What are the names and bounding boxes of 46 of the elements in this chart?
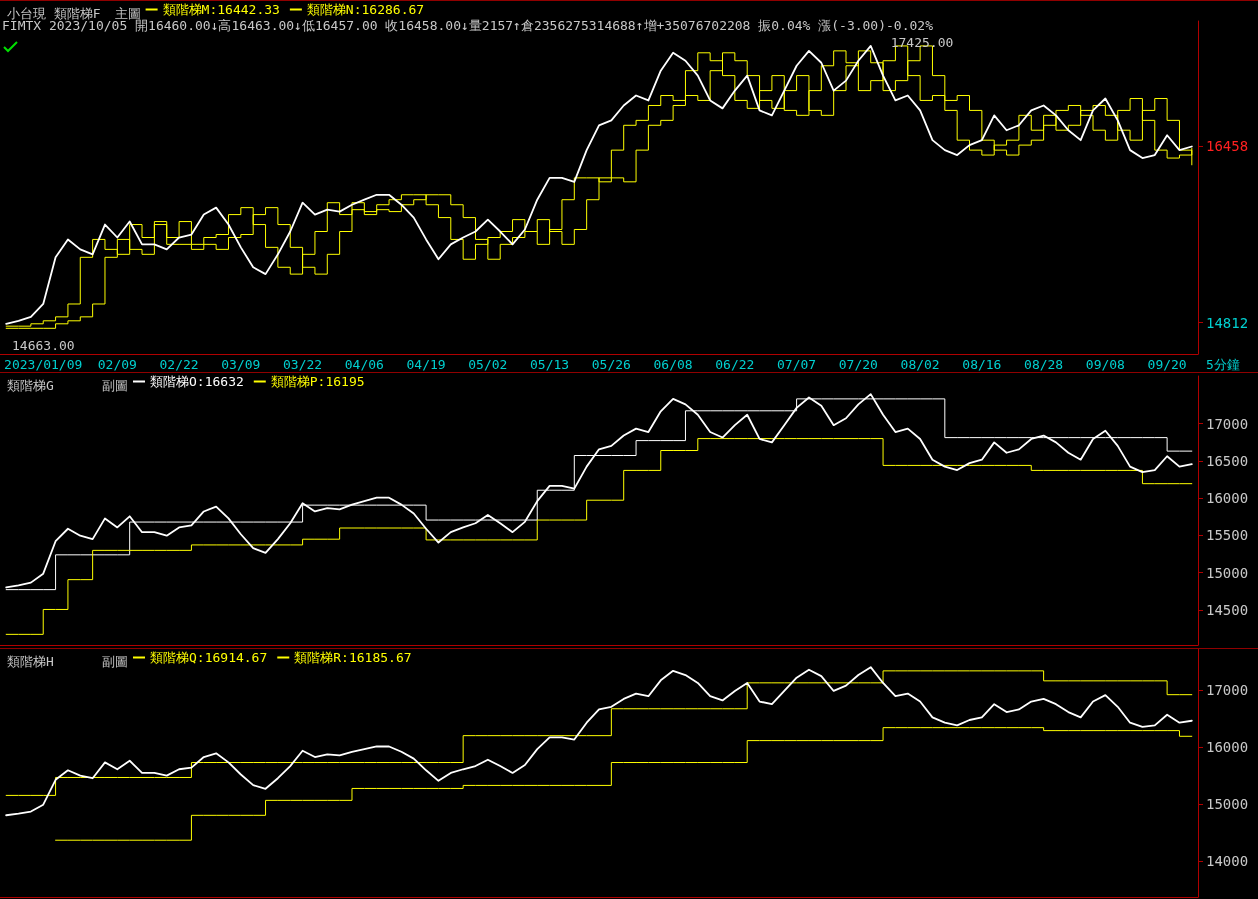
legend-label: 類階梯M:16442.33: [162, 2, 280, 17]
annotation: 17425.00: [890, 35, 954, 51]
legend-label: 類階梯Q:16914.67: [150, 650, 268, 665]
chart-subtitle: 副圖: [102, 654, 128, 669]
legend-label: 類階梯N:16286.67: [306, 2, 425, 17]
y-tick-label: 14812: [1206, 314, 1249, 331]
x-tick-label: 02/09: [97, 357, 137, 372]
x-tick-label: 04/06: [344, 357, 384, 372]
y-tick-label: 17000: [1206, 681, 1249, 698]
y-tick-label: 15000: [1206, 564, 1249, 581]
x-tick-label: 07/07: [777, 357, 817, 372]
x-tick-label: 09/08: [1085, 357, 1125, 372]
y-tick-label: 17000: [1206, 415, 1249, 432]
x-tick-label: 05/26: [591, 357, 631, 372]
y-tick-label: 14500: [1206, 601, 1249, 618]
x-axis-title: 5分鐘: [1206, 357, 1240, 372]
x-tick-label: 08/02: [900, 357, 940, 372]
y-tick-label: 14000: [1206, 853, 1249, 870]
x-tick-label: 08/28: [1024, 357, 1064, 372]
chart-title: 類階梯H: [7, 654, 54, 669]
y-tick-label: 16000: [1206, 738, 1249, 755]
x-tick-label: 09/20: [1147, 357, 1187, 372]
x-tick-label: 03/22: [283, 357, 323, 372]
y-tick-label: 15000: [1206, 795, 1249, 812]
y-tick-label: 16000: [1206, 490, 1249, 507]
chart-subtitle: 主圖: [114, 6, 141, 21]
x-tick-label: 02/22: [159, 357, 199, 372]
x-tick-label: 08/16: [962, 357, 1002, 372]
legend-label: 類階梯P:16195: [270, 374, 365, 389]
x-tick-label: 05/13: [530, 357, 570, 372]
x-tick-label: 2023/01/09: [4, 357, 83, 372]
x-tick-label: 05/02: [468, 357, 508, 372]
legend-label: 類階梯O:16632: [150, 374, 244, 389]
y-tick-label: 15500: [1206, 527, 1249, 544]
legend-label: 類階梯R:16185.67: [294, 650, 412, 665]
y-tick-label: 16458: [1206, 138, 1249, 155]
chart-title: 類階梯G: [7, 378, 54, 393]
chart-subtitle: 副圖: [102, 378, 128, 393]
x-tick-label: 07/20: [838, 357, 878, 372]
x-tick-label: 04/19: [406, 357, 446, 372]
x-tick-label: 06/08: [653, 357, 693, 372]
x-tick-label: 06/22: [715, 357, 755, 372]
chart-title: 小台現 類階梯F: [7, 6, 101, 21]
annotation: 14663.00: [12, 338, 75, 353]
y-tick-label: 16500: [1206, 452, 1249, 469]
x-tick-label: 03/09: [221, 357, 261, 372]
